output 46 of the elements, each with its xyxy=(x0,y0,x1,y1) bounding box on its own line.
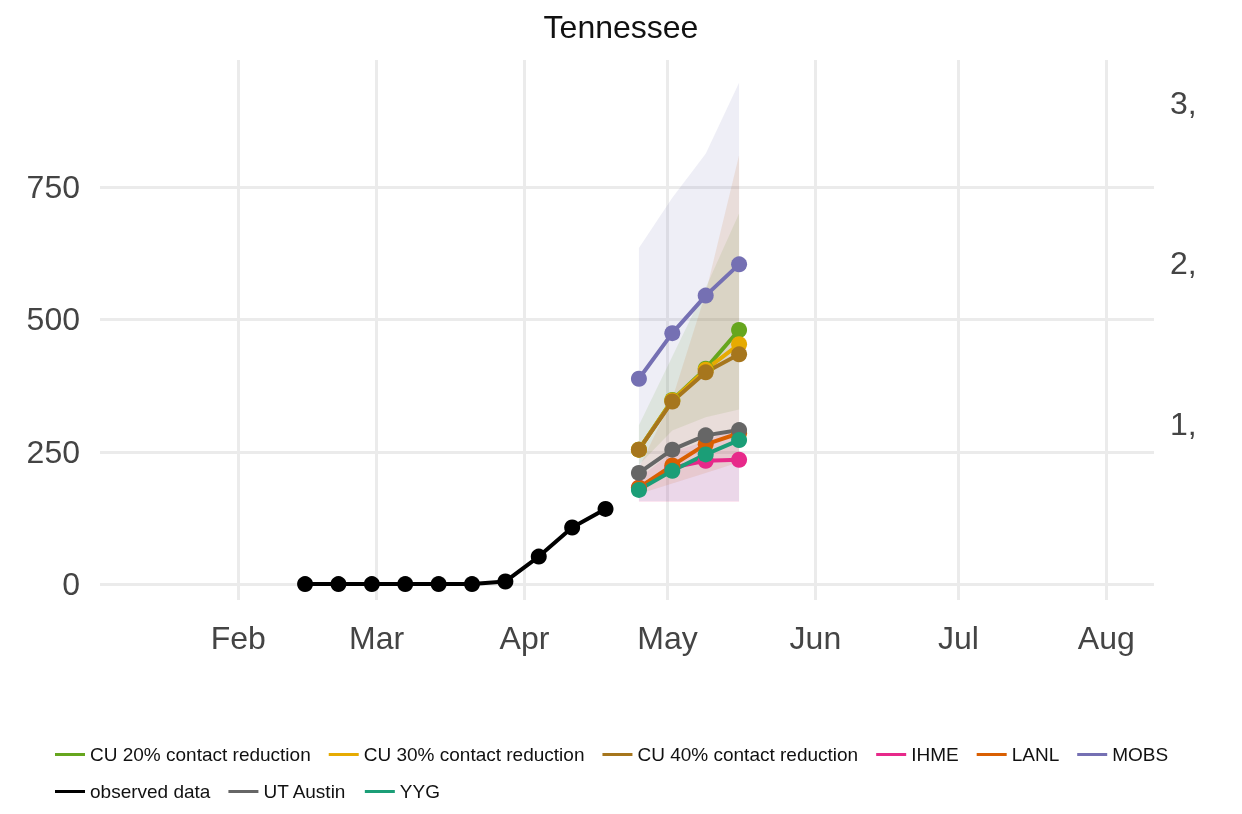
y2-tick-label: 1, xyxy=(1170,405,1197,442)
point xyxy=(630,464,647,481)
y-tick-label: 500 xyxy=(26,301,80,338)
legend-label: YYG xyxy=(399,781,440,802)
legend-label: IHME xyxy=(911,744,959,765)
point xyxy=(731,322,748,338)
y-tick-label: 750 xyxy=(26,169,80,206)
point xyxy=(664,441,681,458)
x-tick-label: Mar xyxy=(349,620,405,656)
legend-label: CU 20% contact reduction xyxy=(90,744,311,765)
legend-label: LANL xyxy=(1011,744,1060,765)
point xyxy=(530,548,547,565)
legend-label: MOBS xyxy=(1112,744,1169,765)
point xyxy=(630,370,647,387)
point xyxy=(564,519,581,536)
x-tick-label: Feb xyxy=(210,620,266,656)
point xyxy=(731,256,748,273)
x-tick-label: Aug xyxy=(1077,620,1135,656)
point xyxy=(597,500,614,517)
chart-title: Tennessee xyxy=(543,9,699,45)
point xyxy=(363,576,380,593)
point xyxy=(731,432,748,449)
y2-tick-label: 3, xyxy=(1170,84,1197,121)
point xyxy=(397,576,414,593)
point xyxy=(464,576,480,593)
point xyxy=(697,446,714,463)
legend-label: observed data xyxy=(90,781,211,802)
point xyxy=(731,346,748,363)
point xyxy=(330,576,347,593)
point xyxy=(731,451,748,468)
point xyxy=(297,576,314,593)
legend-label: CU 40% contact reduction xyxy=(637,744,859,765)
x-tick-label: Jul xyxy=(938,620,979,656)
point xyxy=(697,287,714,304)
legend-label: UT Austin xyxy=(263,781,346,802)
x-tick-label: Apr xyxy=(499,620,550,656)
legend-label: CU 30% contact reduction xyxy=(363,744,585,765)
x-tick-label: Jun xyxy=(789,620,842,656)
x-tick-label: May xyxy=(637,620,698,656)
y-tick-label: 250 xyxy=(26,433,80,470)
y-tick-label: 0 xyxy=(62,566,80,603)
point xyxy=(497,573,514,590)
point xyxy=(430,576,447,593)
y2-tick-label: 2, xyxy=(1170,245,1197,282)
point xyxy=(697,427,714,444)
point xyxy=(664,325,681,342)
